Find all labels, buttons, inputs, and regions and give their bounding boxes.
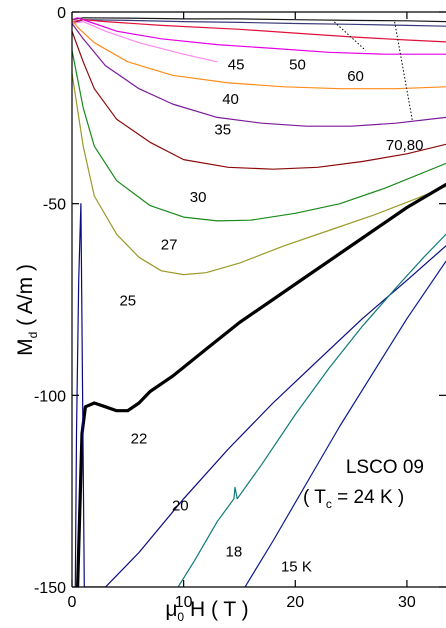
curve-labels: 45 50 60 40 35 70,80 30 27 25 22 20 18 15 K — [119, 57, 423, 576]
curve-label-40: 40 — [222, 91, 239, 108]
series-line-20 — [74, 203, 446, 587]
y-axis-title-sub: d — [26, 332, 40, 339]
series-line-40 — [72, 19, 446, 90]
leader-line-60 — [334, 21, 366, 51]
curve-label-20: 20 — [172, 497, 189, 514]
series-curves — [72, 17, 446, 587]
series-line-27 — [72, 49, 446, 222]
y-axis-title-main: M — [14, 338, 37, 356]
y-tick-label--100: -100 — [34, 388, 66, 405]
series-line-25 — [72, 72, 446, 276]
series-line-45 — [72, 21, 218, 63]
curve-label-35: 35 — [214, 122, 231, 139]
axis-ticks: 0 10 20 30 0 -50 -100 -150 — [34, 5, 446, 611]
series-line-35 — [72, 22, 446, 127]
y-tick-label-0: 0 — [57, 5, 66, 22]
x-axis-title-rest: H ( T ) — [184, 598, 249, 621]
y-axis-title-rest: ( A/m ) — [14, 264, 37, 332]
plot-frame — [71, 11, 446, 588]
series-line-80 — [72, 17, 446, 23]
curve-label-25: 25 — [119, 292, 136, 309]
x-tick-label-20: 20 — [286, 594, 304, 611]
x-tick-label-10: 10 — [175, 594, 193, 611]
tc-subscript: c — [326, 497, 332, 511]
x-axis-title: μ0 H ( T ) — [165, 598, 248, 624]
tc-prefix: ( T — [303, 487, 326, 508]
curve-label-45: 45 — [228, 57, 245, 74]
curve-label-30: 30 — [190, 189, 207, 206]
series-line-70 — [72, 19, 446, 27]
curve-label-60: 60 — [347, 68, 364, 85]
curve-label-50: 50 — [289, 57, 306, 74]
curve-label-18: 18 — [226, 543, 243, 560]
tc-suffix: = 24 K ) — [332, 487, 404, 508]
y-tick-label--150: -150 — [34, 580, 66, 597]
series-line-22 — [76, 182, 446, 587]
curve-label-22: 22 — [131, 430, 148, 447]
series-line-18 — [177, 233, 446, 587]
series-line-15-k — [244, 260, 446, 587]
series-line-30 — [72, 30, 446, 170]
curve-label-70-80: 70,80 — [386, 137, 424, 154]
series-line-60 — [72, 19, 446, 43]
x-axis-title-main: μ — [165, 598, 177, 621]
annotation-lines — [334, 21, 413, 122]
curve-label-27: 27 — [161, 237, 178, 254]
tc-annotation: ( Tc = 24 K ) — [303, 487, 404, 511]
x-tick-label-0: 0 — [68, 594, 77, 611]
y-tick-label--50: -50 — [43, 197, 66, 214]
series-line-50 — [72, 17, 446, 55]
curve-label-15-k: 15 K — [281, 559, 312, 576]
leader-line-70-80 — [394, 21, 413, 122]
sample-name: LSCO 09 — [346, 457, 424, 478]
y-axis-title: Md ( A/m ) — [14, 264, 40, 356]
x-tick-label-30: 30 — [398, 594, 416, 611]
x-axis-title-sub: 0 — [177, 610, 184, 624]
